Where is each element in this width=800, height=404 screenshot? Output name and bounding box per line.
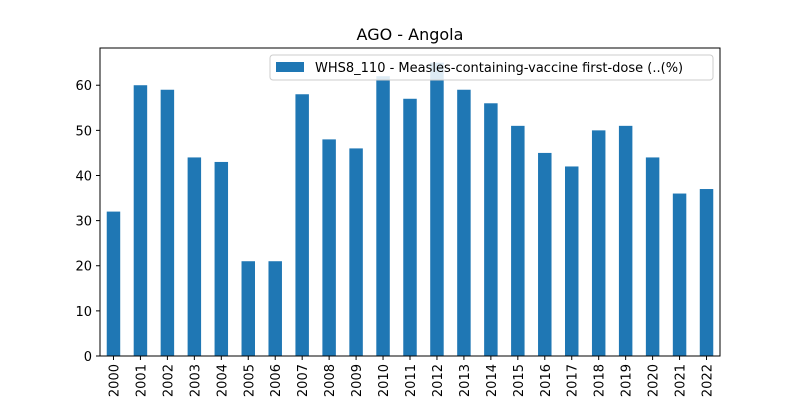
bar-2005: [241, 261, 255, 356]
x-tick-label: 2016: [539, 364, 554, 397]
x-tick-label: 2009: [350, 364, 365, 397]
bar-2016: [538, 152, 552, 356]
y-tick-label: 0: [84, 350, 92, 365]
legend: WHS8_110 - Measles-containing-vaccine fi…: [269, 54, 714, 81]
bar-2011: [403, 98, 417, 357]
x-tick-label: 2013: [458, 364, 473, 397]
bar-2019: [618, 125, 633, 356]
x-tick-label: 2012: [431, 364, 446, 397]
bars-layer: [106, 62, 714, 357]
bar-2002: [160, 89, 175, 356]
bar-2018: [591, 130, 606, 356]
legend-label: WHS8_110 - Measles-containing-vaccine fi…: [315, 61, 683, 76]
legend-swatch: [276, 62, 304, 72]
x-tick-label: 2019: [620, 364, 635, 397]
x-tick-label: 2020: [647, 364, 662, 397]
x-axis: 2000 2001 2002 2003 2004 2005 2006 2007 2008 2009…: [107, 356, 716, 397]
bar-2007: [295, 94, 309, 356]
x-tick-label: 2021: [674, 364, 689, 397]
x-tick-label: 2001: [134, 364, 149, 397]
y-axis: 0 10 20 30 40 50 60: [75, 79, 100, 365]
bar-2022: [699, 189, 714, 356]
bar-2012: [430, 62, 444, 357]
bar-2013: [457, 89, 471, 356]
chart-title: AGO - Angola: [357, 25, 464, 44]
bar-2015: [511, 125, 525, 356]
y-tick-label: 40: [75, 169, 92, 184]
y-tick-label: 30: [75, 215, 92, 230]
x-tick-label: 2014: [485, 364, 500, 397]
bar-2008: [322, 139, 336, 356]
bar-2003: [187, 157, 202, 356]
plot-frame: [99, 47, 721, 357]
bar-2010: [376, 76, 390, 356]
x-tick-label: 2017: [566, 364, 581, 397]
x-tick-label: 2002: [161, 364, 176, 397]
y-tick-label: 10: [75, 305, 92, 320]
y-tick-label: 20: [75, 260, 92, 275]
x-tick-label: 2003: [188, 364, 203, 397]
bar-2000: [106, 211, 121, 356]
x-tick-label: 2004: [215, 364, 230, 397]
x-tick-label: 2006: [269, 364, 284, 397]
x-tick-label: 2022: [701, 364, 716, 397]
bar-2009: [349, 148, 363, 356]
legend-box: [269, 54, 714, 81]
bar-2021: [672, 193, 687, 356]
y-tick-label: 60: [75, 79, 92, 94]
x-tick-label: 2000: [107, 364, 122, 397]
x-tick-label: 2007: [296, 364, 311, 397]
bar-2004: [214, 161, 229, 356]
x-tick-label: 2018: [593, 364, 608, 397]
bar-2017: [565, 166, 579, 356]
x-tick-label: 2015: [512, 364, 527, 397]
bar-2014: [484, 103, 498, 357]
x-tick-label: 2011: [404, 364, 419, 397]
x-tick-label: 2010: [377, 364, 392, 397]
bar-2020: [645, 157, 660, 356]
bar-2001: [133, 85, 148, 356]
bar-2006: [268, 261, 282, 356]
x-tick-label: 2008: [323, 364, 338, 397]
y-tick-label: 50: [75, 124, 92, 139]
x-tick-label: 2005: [242, 364, 257, 397]
